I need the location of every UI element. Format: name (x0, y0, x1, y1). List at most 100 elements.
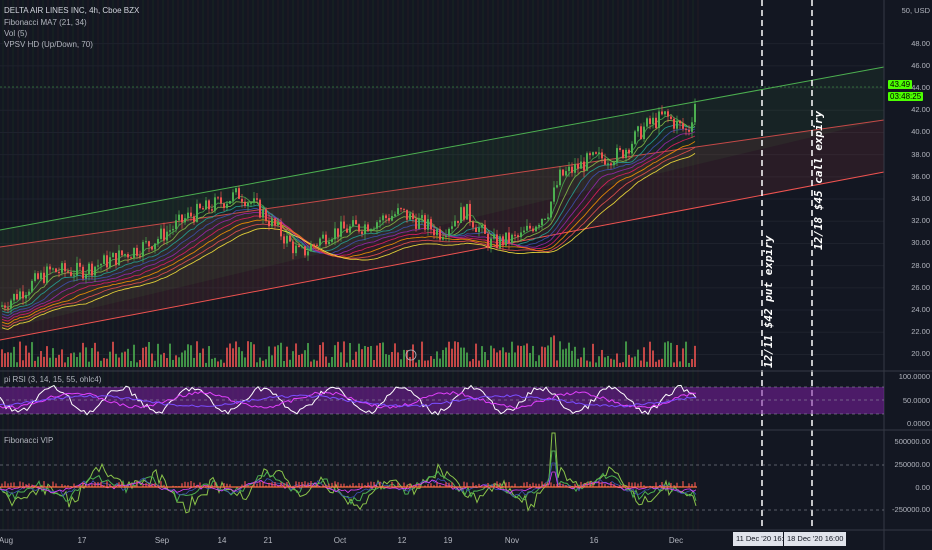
candle-body (448, 228, 450, 236)
call-expiry-annotation[interactable]: 12/18 $45 call expiry (812, 110, 825, 250)
session-stripe (137, 0, 139, 530)
candles (1, 98, 696, 314)
candle-body (487, 233, 489, 248)
candle-body (292, 241, 294, 254)
volume-bar (574, 346, 576, 367)
volume-bar (562, 349, 564, 367)
volume-bar (298, 354, 300, 367)
volume-bar (112, 341, 114, 367)
volume-bar (664, 342, 666, 367)
candle-body (256, 198, 258, 200)
candle-body (421, 215, 423, 219)
time-tick-label: Nov (504, 536, 520, 545)
candle-body (475, 227, 477, 233)
session-stripe (252, 0, 254, 530)
volume-bar (343, 341, 345, 367)
indicator-fib-ma[interactable]: Fibonacci MA7 (21, 34) (4, 18, 87, 27)
session-stripe (302, 0, 304, 530)
volume-bar (157, 343, 159, 367)
candle-body (601, 152, 603, 159)
currency-label[interactable]: 50, USD (901, 6, 930, 15)
candle-body (190, 212, 192, 217)
volume-bar (394, 343, 396, 367)
candle-body (370, 229, 372, 232)
volume-bar (166, 358, 168, 367)
candle-body (382, 215, 384, 221)
session-stripe (477, 0, 479, 530)
candle-body (205, 200, 207, 210)
volume-bar (169, 343, 171, 367)
price-tick-label: 30.00 (911, 238, 930, 248)
candle-body (406, 209, 408, 220)
candle-body (100, 263, 102, 266)
volume-bar (382, 342, 384, 367)
session-stripe (517, 0, 519, 530)
session-stripe (227, 0, 229, 530)
volume-bar (268, 346, 270, 367)
candle-body (553, 187, 555, 202)
moving-averages (1, 113, 696, 330)
volume-bar (373, 360, 375, 367)
volume-bar (658, 359, 660, 367)
session-stripe (382, 0, 384, 530)
volume-bar (391, 351, 393, 367)
candle-body (403, 208, 405, 210)
volume-bar (49, 357, 51, 367)
session-stripe (557, 0, 559, 530)
candle-body (19, 291, 21, 300)
symbol-title[interactable]: DELTA AIR LINES INC, 4h, Cboe BZX (4, 6, 140, 15)
session-stripe (632, 0, 634, 530)
session-stripe (637, 0, 639, 530)
volume-bar (220, 359, 222, 367)
volume-bar (64, 362, 66, 367)
time-tick-label: Dec (668, 536, 684, 545)
volume-bar (250, 342, 252, 367)
volume-bar (685, 341, 687, 367)
volume-bar (34, 360, 36, 367)
candle-body (85, 274, 87, 279)
moving-average-line (1, 135, 696, 322)
put-expiry-annotation[interactable]: 12/11 $42 put expiry (762, 235, 775, 368)
session-stripe (127, 0, 129, 530)
candle-body (49, 266, 51, 270)
volume-bar (331, 356, 333, 367)
vip-title[interactable]: Fibonacci VIP (4, 436, 54, 445)
volume-bar (286, 346, 288, 367)
candle-body (586, 153, 588, 171)
volume-bar (403, 349, 405, 367)
indicator-vol[interactable]: Vol (5) (4, 29, 28, 38)
candle-body (211, 209, 213, 211)
volume-bar (370, 345, 372, 367)
volume-bar (58, 354, 60, 367)
candle-body (103, 255, 105, 264)
volume-bar (367, 346, 369, 367)
price-tick-label: 38.00 (911, 149, 930, 159)
candle-body (490, 238, 492, 248)
session-stripe (527, 0, 529, 530)
volume-bar (457, 342, 459, 367)
candle-body (577, 164, 579, 169)
volume-bar (256, 362, 258, 367)
volume-bar (304, 350, 306, 367)
candle-body (652, 117, 654, 124)
candle-body (511, 234, 513, 244)
session-stripe (572, 0, 574, 530)
candle-body (145, 241, 147, 243)
volume-bar (694, 345, 696, 367)
volume-bar (223, 362, 225, 367)
candle-body (232, 192, 234, 201)
moving-average-line (1, 147, 696, 328)
rsi-title[interactable]: pi RSI (3, 14, 15, 55, ohlc4) (4, 375, 102, 384)
indicator-vpsv[interactable]: VPSV HD (Up/Down, 70) (4, 40, 93, 49)
session-stripe (172, 0, 174, 530)
volume-bar (211, 358, 213, 367)
volume-bar (634, 356, 636, 367)
volume-bar (535, 361, 537, 367)
session-stripe (32, 0, 34, 530)
session-stripe (277, 0, 279, 530)
volume-bar (493, 348, 495, 367)
price-tick-label: 40.00 (911, 127, 930, 137)
volume-bar (217, 361, 219, 367)
volume-bar (529, 352, 531, 367)
